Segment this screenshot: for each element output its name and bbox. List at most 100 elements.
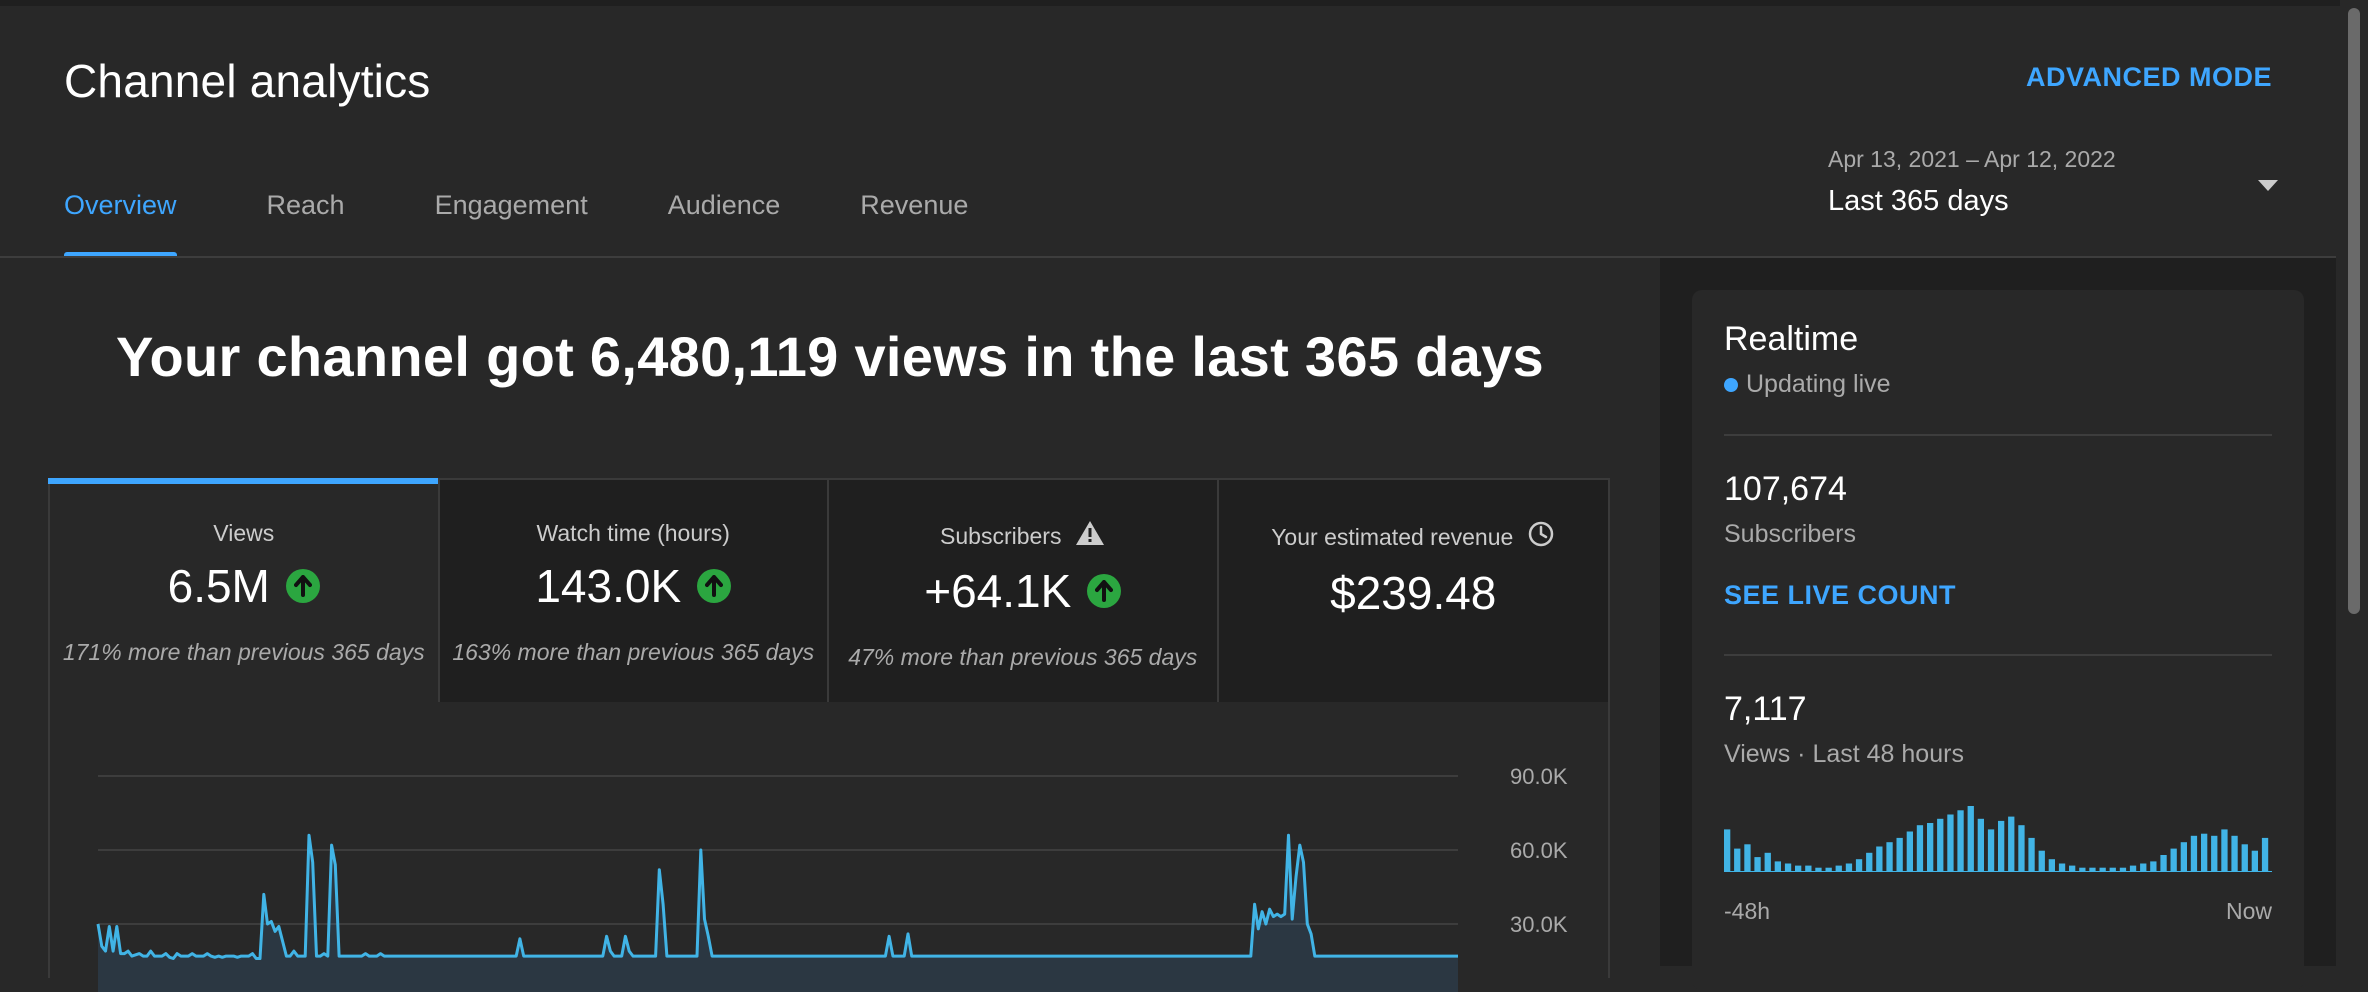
realtime-bar xyxy=(1784,863,1792,872)
metric-delta: 163% more than previous 365 days xyxy=(452,639,815,665)
realtime-bar xyxy=(1987,829,1995,872)
tab-bar: Overview Reach Engagement Audience Reven… xyxy=(64,190,969,258)
metric-value: 6.5M xyxy=(167,560,270,612)
advanced-mode-button[interactable]: ADVANCED MODE xyxy=(2025,62,2272,92)
metric-label: Views xyxy=(213,520,275,546)
metric-card-revenue[interactable]: Your estimated revenue $239.48 xyxy=(1218,480,1608,702)
page-title: Channel analytics xyxy=(64,55,431,107)
realtime-bar xyxy=(2089,867,2096,872)
realtime-bar xyxy=(1734,848,1741,872)
realtime-bar xyxy=(2018,825,2025,872)
metric-card-subscribers[interactable]: Subscribers +64.1K 47% more than previou… xyxy=(829,480,1219,702)
metric-value: $239.48 xyxy=(1330,567,1497,619)
realtime-bar xyxy=(2160,855,2167,872)
views-label: Views · Last 48 hours xyxy=(1724,740,1964,768)
realtime-bar xyxy=(1764,852,1771,872)
realtime-bar xyxy=(1754,857,1761,872)
arrow-up-icon xyxy=(1087,574,1122,608)
date-range-picker[interactable]: Apr 13, 2021 – Apr 12, 2022 Last 365 day… xyxy=(1828,146,2278,218)
arrow-up-icon xyxy=(285,569,320,603)
realtime-bar xyxy=(1916,825,1924,872)
mini-chart-start-label: -48h xyxy=(1724,898,1771,924)
realtime-bar xyxy=(1805,865,1812,872)
realtime-bar-chart xyxy=(1724,806,2272,872)
views-headline: Your channel got 6,480,119 views in the … xyxy=(116,325,1544,388)
realtime-bar xyxy=(2251,850,2258,872)
realtime-bar xyxy=(2190,835,2198,872)
metric-delta: 171% more than previous 365 days xyxy=(62,639,425,665)
realtime-bar xyxy=(2119,867,2127,872)
dropdown-caret-icon xyxy=(2258,180,2278,191)
metric-delta: 47% more than previous 365 days xyxy=(848,644,1198,670)
tab-audience[interactable]: Audience xyxy=(667,190,781,220)
realtime-bar xyxy=(1957,810,1964,872)
realtime-bar xyxy=(2140,863,2147,872)
realtime-bar xyxy=(1724,829,1731,872)
metric-card-watch-time[interactable]: Watch time (hours) 143.0K 163% more than… xyxy=(439,480,829,702)
metric-card-views[interactable]: Views 6.5M 171% more than previous 365 d… xyxy=(48,478,440,702)
metric-value: +64.1K xyxy=(924,565,1072,617)
y-tick-label: 60.0K xyxy=(1510,838,1568,863)
realtime-bar xyxy=(1815,867,1822,872)
realtime-bar xyxy=(1876,846,1883,872)
realtime-bar xyxy=(2048,859,2055,872)
scrollbar-thumb[interactable] xyxy=(2348,8,2360,614)
realtime-bar xyxy=(1774,861,1781,872)
date-range-dates: Apr 13, 2021 – Apr 12, 2022 xyxy=(1828,146,2116,172)
realtime-bar xyxy=(1896,837,1903,872)
realtime-bar xyxy=(1998,820,2005,872)
metric-label: Your estimated revenue xyxy=(1271,523,1514,550)
realtime-bar xyxy=(2261,837,2269,872)
tab-revenue[interactable]: Revenue xyxy=(860,190,969,220)
divider xyxy=(1724,434,2272,436)
metric-label: Watch time (hours) xyxy=(536,520,730,546)
warning-icon xyxy=(1075,520,1105,552)
header-divider xyxy=(0,256,2336,258)
realtime-bar xyxy=(1845,863,1853,872)
live-dot-icon xyxy=(1724,377,1738,392)
realtime-bar xyxy=(2180,842,2187,872)
realtime-bar xyxy=(1927,823,1934,872)
realtime-bar xyxy=(1947,814,1954,872)
tab-engagement[interactable]: Engagement xyxy=(434,190,588,220)
views-line-chart: 90.0K 60.0K 30.0K xyxy=(96,764,1568,992)
realtime-bar xyxy=(2008,816,2015,872)
tab-reach[interactable]: Reach xyxy=(266,190,345,220)
realtime-bar xyxy=(2099,867,2106,872)
realtime-bar xyxy=(1855,859,1863,872)
y-tick-label: 30.0K xyxy=(1510,912,1568,937)
realtime-bar xyxy=(1744,844,1751,872)
realtime-bar xyxy=(2129,865,2137,872)
realtime-bar xyxy=(1937,818,1944,872)
realtime-bar xyxy=(2109,867,2116,872)
top-edge xyxy=(0,0,2340,6)
realtime-bar xyxy=(1886,842,1893,872)
realtime-bar xyxy=(1795,865,1802,872)
live-status-label: Updating live xyxy=(1746,370,1891,398)
views-series-line xyxy=(96,833,1458,960)
views-count: 7,117 xyxy=(1724,690,1807,728)
date-range-period: Last 365 days xyxy=(1828,185,2009,217)
realtime-bar xyxy=(2150,861,2157,872)
y-tick-label: 90.0K xyxy=(1510,764,1568,789)
realtime-bar xyxy=(2079,867,2086,872)
realtime-bar xyxy=(2028,837,2035,872)
realtime-bar xyxy=(2221,829,2228,872)
realtime-bar xyxy=(2069,865,2076,872)
realtime-bar xyxy=(2201,833,2208,872)
metric-label: Subscribers xyxy=(940,522,1062,549)
realtime-bar xyxy=(1977,818,1984,872)
realtime-bar xyxy=(2058,863,2066,872)
metric-value: 143.0K xyxy=(535,560,682,612)
see-live-count-button[interactable]: SEE LIVE COUNT xyxy=(1724,580,1957,610)
tab-overview[interactable]: Overview xyxy=(64,190,177,258)
realtime-card: Realtime Updating live 107,674 Subscribe… xyxy=(1692,290,2304,990)
divider xyxy=(1724,654,2272,656)
realtime-bar xyxy=(2211,835,2218,872)
arrow-up-icon xyxy=(697,569,732,603)
live-status: Updating live xyxy=(1724,370,1891,399)
realtime-bar xyxy=(1967,806,1974,872)
mini-chart-end-label: Now xyxy=(2225,898,2272,924)
realtime-bar xyxy=(2170,848,2177,872)
realtime-bar xyxy=(2038,850,2045,872)
